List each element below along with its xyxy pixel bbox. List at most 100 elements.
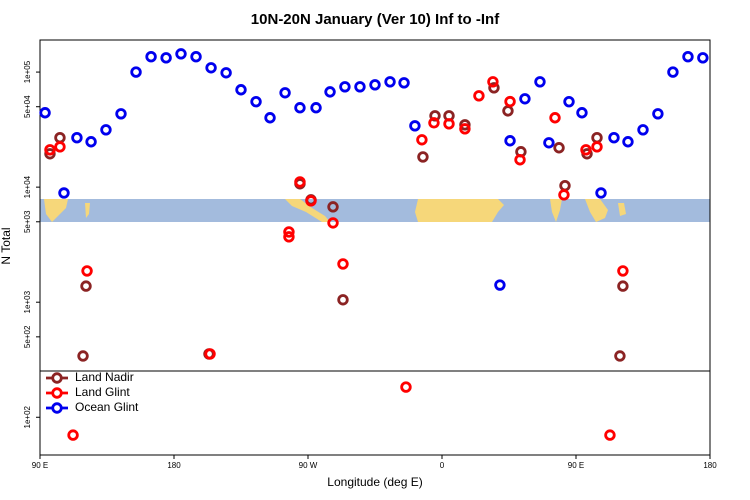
- point: [204, 348, 216, 360]
- point: [617, 265, 629, 277]
- point: [459, 119, 471, 131]
- point: [494, 279, 506, 291]
- point: [85, 136, 97, 148]
- x-tick-label: 90 E: [32, 461, 48, 470]
- point: [487, 76, 499, 88]
- point: [604, 429, 616, 441]
- point: [283, 226, 295, 238]
- legend-marker: [51, 387, 63, 399]
- point: [175, 48, 187, 60]
- point: [294, 102, 306, 114]
- point: [429, 110, 441, 122]
- x-tick-label: 180: [703, 461, 717, 470]
- point: [77, 350, 89, 362]
- y-tick-label: 5e+03: [23, 210, 32, 233]
- land: [618, 203, 626, 216]
- point: [549, 112, 561, 124]
- point: [622, 136, 634, 148]
- y-axis-label: N Total: [0, 227, 13, 264]
- point: [443, 118, 455, 130]
- point: [617, 280, 629, 292]
- point: [339, 81, 351, 93]
- point: [264, 112, 276, 124]
- y-tick-label: 5e+04: [23, 95, 32, 118]
- y-tick-label: 5e+02: [23, 325, 32, 348]
- x-tick-label: 180: [167, 461, 181, 470]
- point: [44, 144, 56, 156]
- x-tick-label: 90 E: [568, 461, 584, 470]
- point: [115, 108, 127, 120]
- point: [504, 95, 516, 108]
- point: [130, 66, 142, 78]
- x-tick-label: 0: [440, 461, 445, 470]
- land: [415, 199, 504, 222]
- chart-title: 10N-20N January (Ver 10) Inf to -Inf: [251, 11, 500, 28]
- point: [58, 187, 70, 199]
- point: [543, 137, 555, 149]
- point: [44, 148, 56, 160]
- point: [327, 217, 339, 229]
- point: [563, 95, 575, 108]
- land: [44, 199, 68, 222]
- point: [667, 66, 679, 78]
- legend-label: Ocean Glint: [75, 400, 139, 414]
- point: [614, 350, 626, 362]
- point: [553, 142, 565, 154]
- legend-label: Land Nadir: [75, 370, 134, 384]
- point: [580, 144, 592, 156]
- point: [205, 62, 217, 74]
- point: [67, 429, 79, 441]
- point: [400, 381, 412, 393]
- map-strip: [40, 199, 710, 222]
- point: [283, 231, 295, 243]
- point: [428, 117, 440, 129]
- land: [585, 199, 608, 222]
- y-tick-label: 1e+03: [23, 290, 32, 313]
- x-axis-label: Longitude (deg E): [327, 475, 422, 489]
- point: [608, 131, 620, 144]
- x-tick-label: 90 W: [299, 461, 318, 470]
- point: [160, 52, 172, 64]
- point: [488, 82, 500, 94]
- point: [417, 151, 429, 163]
- point: [305, 195, 317, 207]
- point: [459, 123, 471, 135]
- point: [409, 120, 421, 132]
- point: [637, 124, 649, 136]
- point: [384, 76, 396, 88]
- point: [682, 51, 694, 63]
- point: [190, 51, 202, 63]
- point: [534, 76, 546, 88]
- point: [39, 107, 51, 119]
- land: [85, 203, 90, 218]
- point: [576, 107, 588, 119]
- point: [591, 141, 603, 153]
- y-tick-label: 1e+05: [23, 60, 32, 83]
- point: [71, 131, 83, 144]
- point: [354, 81, 366, 93]
- ocean-band: [40, 199, 710, 222]
- legend-marker: [51, 372, 63, 384]
- land: [550, 199, 562, 222]
- point: [81, 265, 93, 277]
- point: [250, 95, 262, 108]
- point: [398, 77, 410, 89]
- land: [285, 199, 330, 222]
- y-tick-label: 1e+02: [23, 405, 32, 428]
- point: [369, 79, 381, 91]
- point: [697, 52, 709, 64]
- point: [595, 187, 607, 199]
- point: [504, 135, 516, 147]
- legend-marker: [51, 402, 63, 414]
- point: [54, 141, 66, 153]
- point: [473, 90, 485, 102]
- point: [279, 87, 291, 99]
- point: [519, 93, 531, 105]
- point: [145, 51, 157, 63]
- point: [310, 102, 322, 114]
- point: [652, 108, 664, 120]
- point: [324, 86, 336, 98]
- legend-label: Land Glint: [75, 385, 130, 399]
